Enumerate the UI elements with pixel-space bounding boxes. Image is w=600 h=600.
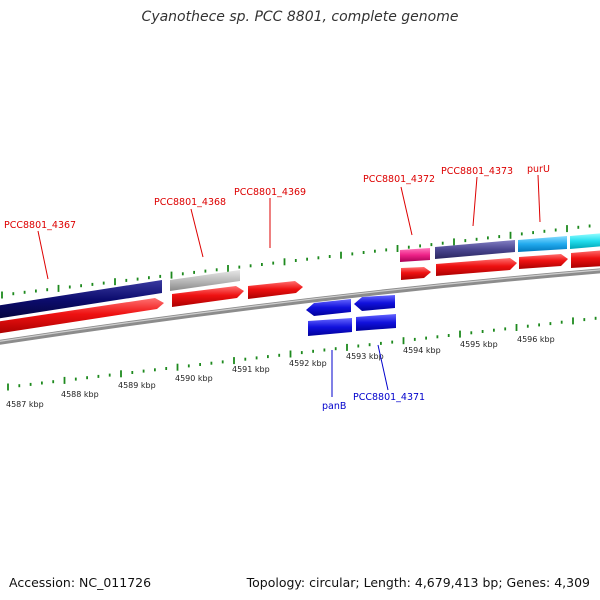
cds-arrow-forward[interactable] xyxy=(248,281,303,299)
genome-backbone-highlight xyxy=(0,269,600,342)
genome-summary-text: Topology: circular; Length: 4,679,413 bp… xyxy=(246,575,590,590)
leader-line xyxy=(472,176,478,227)
kbp-label: 4593 kbp xyxy=(346,352,384,361)
gene-feature-purU[interactable] xyxy=(518,236,567,252)
cds-arrow-reverse-pcc8801-4371[interactable] xyxy=(354,295,395,311)
gene-label-purU[interactable]: purU xyxy=(527,164,550,175)
genome-title: Cyanothece sp. PCC 8801, complete genome xyxy=(141,9,459,25)
kbp-label: 4590 kbp xyxy=(175,374,213,383)
cds-arrow-forward[interactable] xyxy=(519,254,568,269)
gene-feature-panB[interactable] xyxy=(308,318,352,336)
leader-line xyxy=(377,344,389,391)
kbp-label: 4592 kbp xyxy=(289,359,327,368)
gene-feature-pcc8801-4367[interactable] xyxy=(0,280,162,319)
kbp-label: 4594 kbp xyxy=(403,346,441,355)
kbp-label: 4587 kbp xyxy=(6,400,44,409)
kbp-label: 4589 kbp xyxy=(118,381,156,390)
gene-label-pcc8801-4372[interactable]: PCC8801_4372 xyxy=(363,174,435,185)
gene-label-pcc8801-4368[interactable]: PCC8801_4368 xyxy=(154,197,226,208)
gene-label-pcc8801-4373[interactable]: PCC8801_4373 xyxy=(441,166,513,177)
kbp-label: 4595 kbp xyxy=(460,340,498,349)
gene-label-panB[interactable]: panB xyxy=(322,401,346,412)
kbp-label: 4588 kbp xyxy=(61,390,99,399)
cds-arrow-reverse-panB[interactable] xyxy=(306,299,351,316)
cds-arrow-forward[interactable] xyxy=(172,286,244,307)
gene-feature-pcc8801-4371[interactable] xyxy=(356,314,396,331)
cds-arrow-forward[interactable] xyxy=(0,298,164,334)
gene-label-pcc8801-4367[interactable]: PCC8801_4367 xyxy=(4,220,76,231)
gene-feature-next[interactable] xyxy=(570,233,600,249)
tick-track-lower xyxy=(7,316,597,391)
gene-label-pcc8801-4371[interactable]: PCC8801_4371 xyxy=(353,392,425,403)
cds-arrow-forward[interactable] xyxy=(571,250,600,268)
leader-line xyxy=(537,174,541,223)
gene-feature-pcc8801-4373[interactable] xyxy=(435,240,515,259)
kbp-label: 4591 kbp xyxy=(232,365,270,374)
gene-feature-pcc8801-4368[interactable] xyxy=(170,270,240,291)
gene-feature-pcc8801-4372[interactable] xyxy=(400,248,430,262)
leader-line xyxy=(37,230,49,280)
leader-line xyxy=(400,186,413,236)
accession-text: Accession: NC_011726 xyxy=(9,575,152,590)
genome-backbone xyxy=(0,268,600,345)
leader-line xyxy=(190,208,204,258)
cds-arrow-forward[interactable] xyxy=(436,258,517,276)
tick-track-upper xyxy=(1,224,591,299)
kbp-label: 4596 kbp xyxy=(517,335,555,344)
cds-arrow-forward[interactable] xyxy=(401,267,431,280)
gene-label-pcc8801-4369[interactable]: PCC8801_4369 xyxy=(234,187,306,198)
